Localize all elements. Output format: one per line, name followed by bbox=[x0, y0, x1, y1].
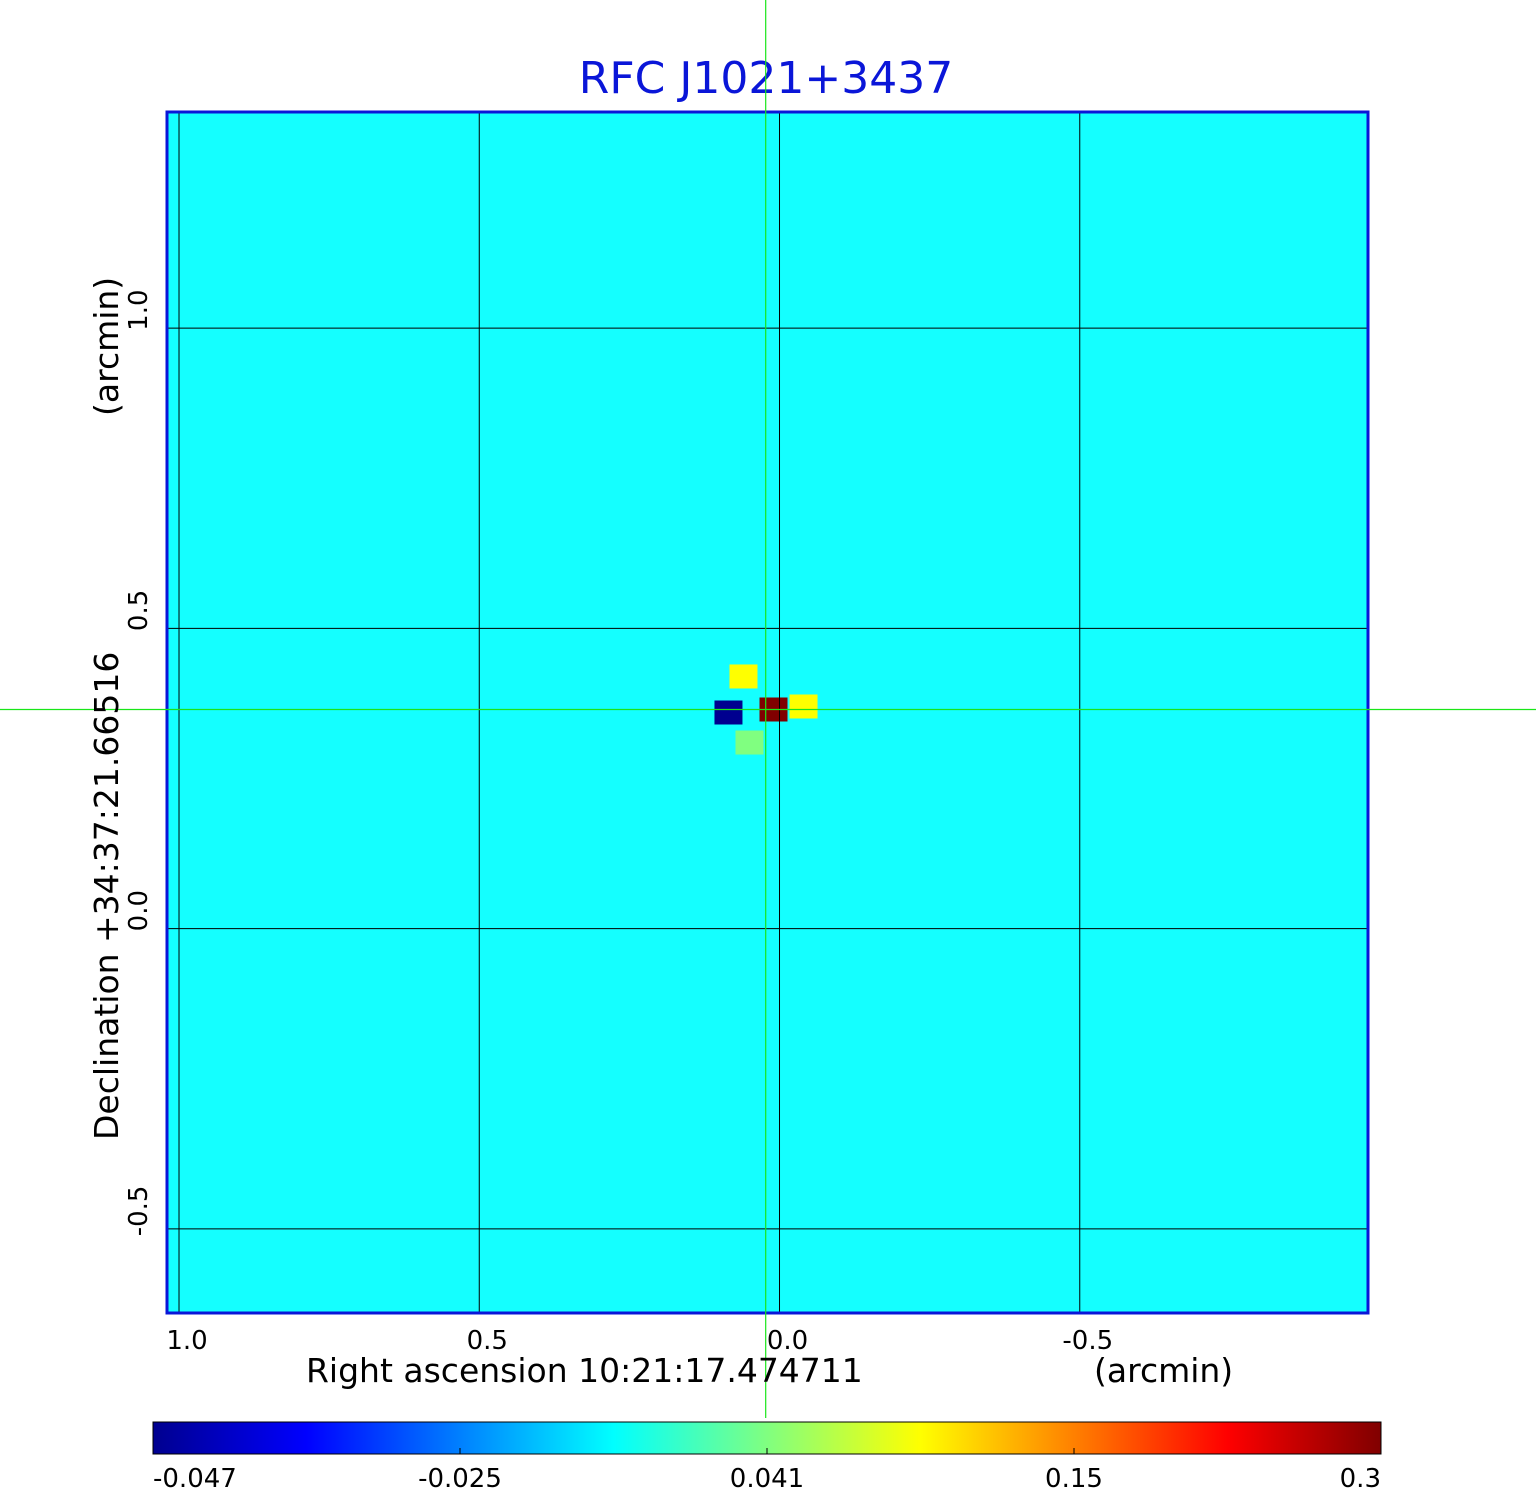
x-axis-unit: (arcmin) bbox=[1094, 1351, 1233, 1390]
x-tick-label: 0.5 bbox=[467, 1326, 508, 1356]
x-tick-label: -0.5 bbox=[1062, 1326, 1113, 1356]
colorbar: -0.047 -0.025 0.041 0.15 0.3 bbox=[152, 1421, 1382, 1494]
x-tick-label: 1.0 bbox=[166, 1326, 207, 1356]
colorbar-tick-label: -0.047 bbox=[153, 1464, 237, 1494]
y-tick-label: -0.5 bbox=[124, 1186, 154, 1237]
colorbar-tick-label: 0.041 bbox=[730, 1464, 804, 1494]
y-tick-label: 1.0 bbox=[124, 290, 154, 331]
emission-feature bbox=[789, 694, 818, 719]
y-tick-label: 0.0 bbox=[124, 890, 154, 931]
colorbar-tick-label: -0.025 bbox=[418, 1464, 502, 1494]
colorbar-tick-label: 0.15 bbox=[1045, 1464, 1103, 1494]
plot-frame bbox=[165, 110, 1370, 1315]
y-tick-label: 0.5 bbox=[124, 590, 154, 631]
y-axis-label: Declination +34:37:21.66516 bbox=[87, 652, 126, 1140]
colorbar-tick-label: 0.3 bbox=[1340, 1464, 1381, 1494]
x-axis-label: Right ascension 10:21:17.474711 bbox=[306, 1351, 863, 1390]
plot-area: 1.0 0.5 0.0 -0.5 1.0 0.5 0.0 -0.5 bbox=[0, 0, 1536, 1418]
emission-feature bbox=[714, 700, 743, 725]
emission-feature bbox=[729, 664, 758, 689]
y-axis-unit: (arcmin) bbox=[87, 277, 126, 416]
emission-feature bbox=[735, 730, 764, 755]
x-tick-label: 0.0 bbox=[767, 1326, 808, 1356]
